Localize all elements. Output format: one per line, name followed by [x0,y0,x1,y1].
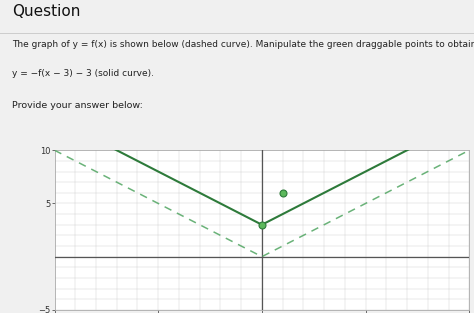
Text: Provide your answer below:: Provide your answer below: [12,101,143,110]
Text: The graph of y = f(x) is shown below (dashed curve). Manipulate the green dragga: The graph of y = f(x) is shown below (da… [12,40,474,49]
Text: y = −f(x − 3) − 3 (solid curve).: y = −f(x − 3) − 3 (solid curve). [12,69,154,78]
Text: Question: Question [12,4,80,19]
